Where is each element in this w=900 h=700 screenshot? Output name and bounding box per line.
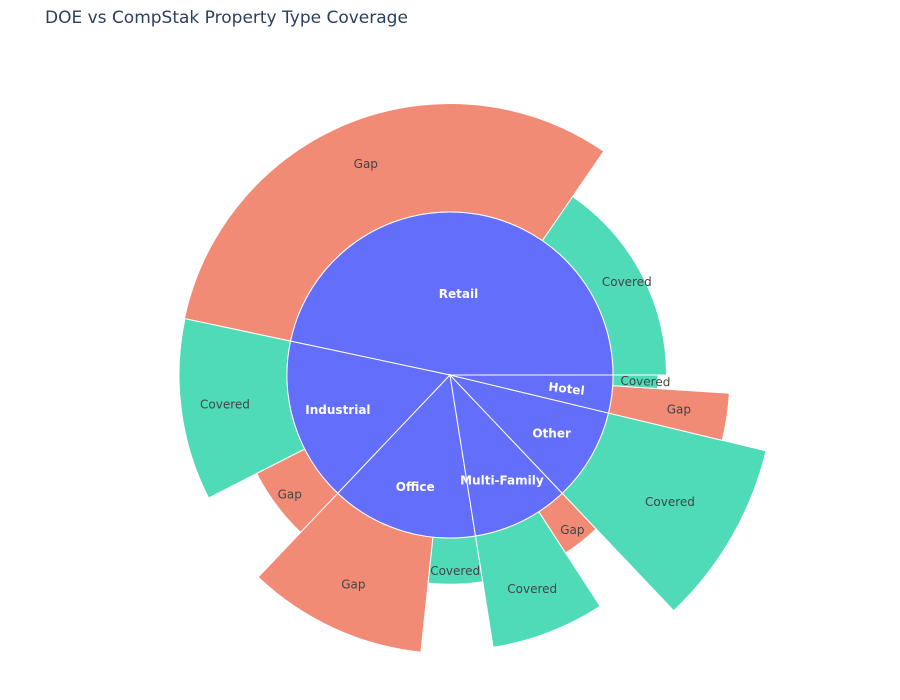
slice-label-industrial-gap: Gap <box>278 488 302 502</box>
slice-label-retail-covered: Covered <box>602 275 652 289</box>
slice-label-multi-family-gap: Gap <box>560 523 584 537</box>
slice-label-industrial: Industrial <box>305 403 370 417</box>
chart-title: DOE vs CompStak Property Type Coverage <box>45 8 408 28</box>
slice-label-hotel-covered: Covered <box>620 374 670 390</box>
slice-label-hotel: Hotel <box>548 380 586 398</box>
slice-office[interactable] <box>337 373 477 539</box>
slice-label-office: Office <box>396 480 435 494</box>
slice-label-other: Other <box>532 427 571 441</box>
labels: Retail Covered Gap Industrial Covered Gap Offi… <box>200 157 695 596</box>
slice-label-retail: Retail <box>439 287 478 301</box>
slice-label-other-covered: Covered <box>645 495 695 509</box>
slice-multi-family[interactable] <box>449 373 563 537</box>
slice-industrial[interactable] <box>286 340 451 494</box>
slice-label-hotel-gap: Gap <box>667 403 691 417</box>
slice-label-office-covered: Covered <box>430 564 480 578</box>
slice-label-retail-gap: Gap <box>354 157 378 171</box>
slice-label-multi-family-covered: Covered <box>507 582 557 596</box>
slice-hotel[interactable] <box>449 374 614 414</box>
slice-retail[interactable] <box>289 211 614 376</box>
inner-ring <box>286 211 614 539</box>
slice-label-office-gap: Gap <box>341 578 365 592</box>
slice-other[interactable] <box>448 374 610 494</box>
slice-label-multi-family: Multi-Family <box>460 473 544 487</box>
slice-label-industrial-covered: Covered <box>200 398 250 412</box>
